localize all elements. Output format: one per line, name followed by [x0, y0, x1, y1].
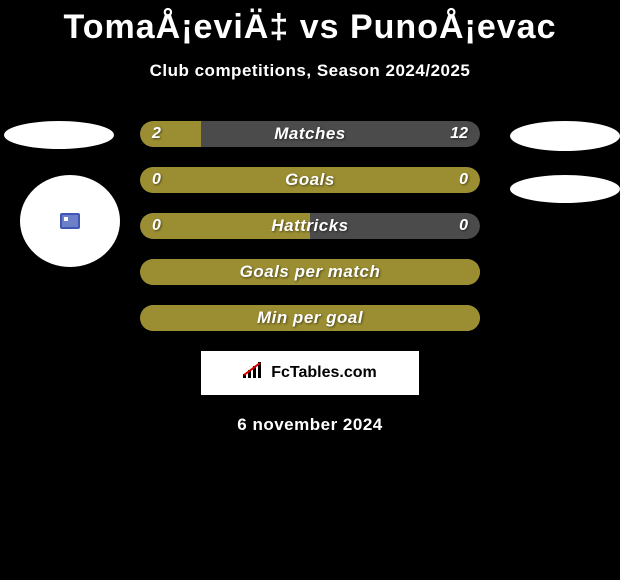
- stat-row-goals: 00Goals: [140, 167, 480, 193]
- stat-label: Goals per match: [140, 262, 480, 282]
- stat-row-goals-per-match: Goals per match: [140, 259, 480, 285]
- attribution-box[interactable]: FcTables.com: [201, 351, 419, 395]
- stat-label: Hattricks: [140, 216, 480, 236]
- player-right-shape-2: [510, 175, 620, 203]
- stat-label: Goals: [140, 170, 480, 190]
- comparison-content: 212Matches 00Goals 00Hattricks Goals per ma…: [0, 121, 620, 435]
- team-badge: [20, 175, 120, 267]
- attribution-text: FcTables.com: [271, 364, 377, 382]
- team-badge-icon: [60, 213, 80, 229]
- footer-date: 6 november 2024: [0, 415, 620, 435]
- page-subtitle: Club competitions, Season 2024/2025: [0, 61, 620, 81]
- stat-bars-container: 212Matches 00Goals 00Hattricks Goals per ma…: [140, 121, 480, 331]
- stat-row-hattricks: 00Hattricks: [140, 213, 480, 239]
- stat-label: Min per goal: [140, 308, 480, 328]
- stat-row-matches: 212Matches: [140, 121, 480, 147]
- signal-icon: [243, 362, 265, 385]
- stat-row-min-per-goal: Min per goal: [140, 305, 480, 331]
- player-left-shape: [4, 121, 114, 149]
- page-title: TomaÅ¡eviÄ‡ vs PunoÅ¡evac: [0, 0, 620, 47]
- player-right-shape-1: [510, 121, 620, 151]
- stat-label: Matches: [140, 124, 480, 144]
